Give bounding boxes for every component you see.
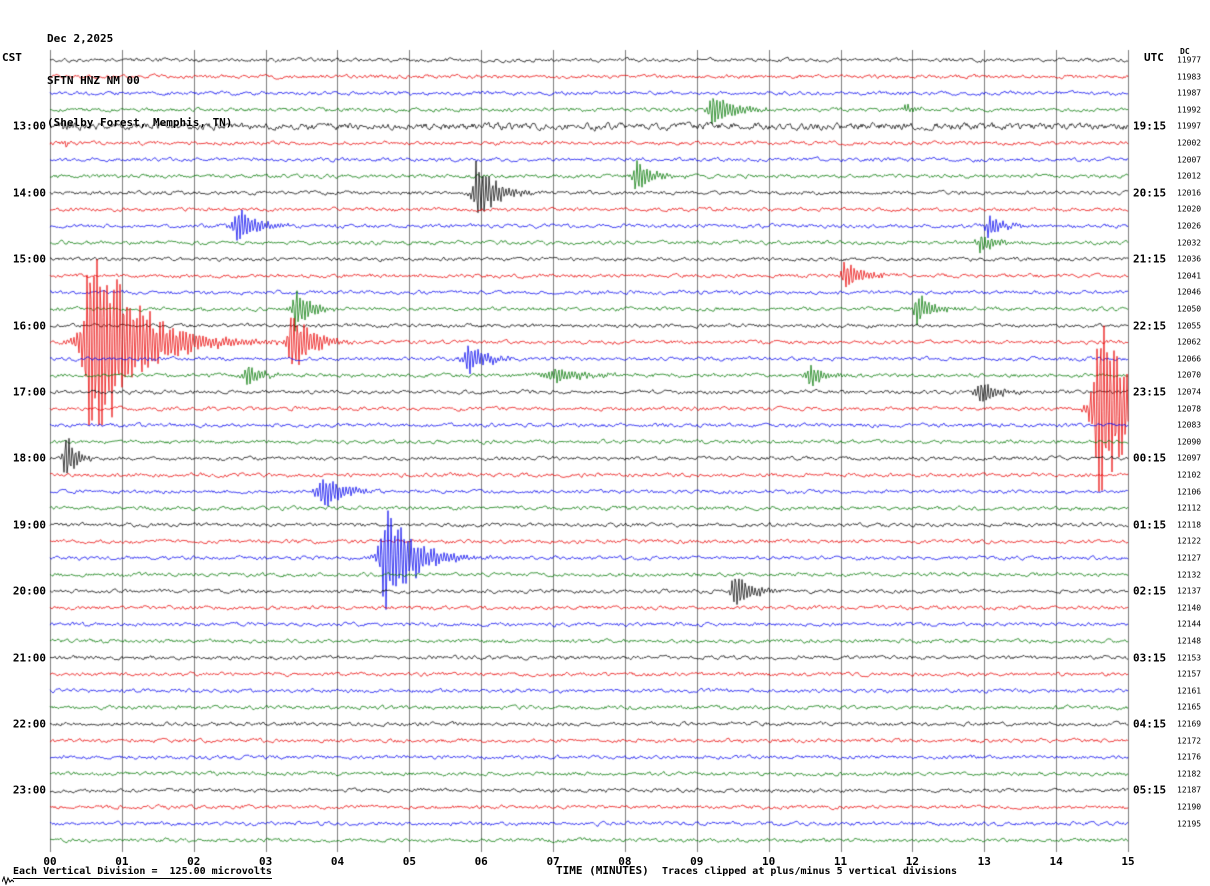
utc-time-label: 20:15: [1133, 186, 1167, 200]
utc-time-label: 19:15: [1133, 119, 1167, 133]
cst-time-label: 13:00: [12, 119, 46, 133]
cst-time-label: 14:00: [12, 186, 46, 200]
dc-value: 12132: [1177, 570, 1202, 580]
dc-value: 12144: [1177, 619, 1202, 629]
dc-value: 12050: [1177, 304, 1202, 314]
utc-time-label: 02:15: [1133, 584, 1167, 598]
dc-value: 12127: [1177, 553, 1202, 563]
cst-time-label: 22:00: [12, 717, 46, 731]
cst-time-label: 23:00: [12, 783, 46, 797]
minute-label: 06: [474, 855, 488, 868]
minute-label: 02: [187, 855, 201, 868]
minute-label: 08: [618, 855, 632, 868]
dc-column-title: DC: [1180, 47, 1190, 56]
minute-label: 04: [330, 855, 345, 868]
minute-label: 03: [258, 855, 273, 868]
dc-value: 12007: [1177, 155, 1202, 165]
minute-label: 01: [115, 855, 129, 868]
dc-value: 12046: [1177, 287, 1202, 297]
dc-value: 12055: [1177, 321, 1202, 331]
dc-value: 12032: [1177, 238, 1202, 248]
minute-label: 09: [690, 855, 704, 868]
dc-value: 12172: [1177, 736, 1202, 746]
minute-label: 13: [977, 855, 991, 868]
dc-value: 11987: [1177, 88, 1202, 98]
dc-value: 12187: [1177, 785, 1202, 795]
dc-value: 11992: [1177, 105, 1202, 115]
utc-time-label: 01:15: [1133, 518, 1167, 532]
scale-marker-icon: [2, 876, 14, 885]
utc-time-label: 05:15: [1133, 783, 1167, 797]
dc-value: 12078: [1177, 404, 1202, 414]
utc-time-label: 22:15: [1133, 319, 1167, 333]
clip-note: Traces clipped at plus/minus 5 vertical …: [662, 866, 958, 877]
dc-value: 12157: [1177, 669, 1202, 679]
header-station-location: (Shelby Forest, Memphis, TN): [47, 116, 233, 129]
dc-value: 12002: [1177, 138, 1202, 148]
dc-value: 12102: [1177, 470, 1202, 480]
cst-time-label: 15:00: [12, 252, 46, 266]
header-station-code: SFTN HNZ NM 00: [47, 74, 140, 87]
cst-time-label: 16:00: [12, 319, 46, 333]
utc-time-label: 03:15: [1133, 651, 1167, 665]
utc-time-label: 00:15: [1133, 451, 1167, 465]
cst-time-label: 18:00: [12, 451, 46, 465]
dc-value: 11983: [1177, 72, 1202, 82]
right-axis-title: UTC: [1144, 51, 1164, 64]
cst-time-label: 19:00: [12, 518, 46, 532]
minute-label: 00: [43, 855, 57, 868]
dc-value: 12036: [1177, 254, 1202, 264]
dc-value: 12190: [1177, 802, 1202, 812]
minute-label: 05: [402, 855, 416, 868]
dc-value: 12062: [1177, 337, 1202, 347]
dc-value: 12148: [1177, 636, 1202, 646]
dc-value: 12169: [1177, 719, 1202, 729]
minute-label: 07: [546, 855, 560, 868]
dc-value: 12112: [1177, 503, 1202, 513]
header: Dec 2,2025 SFTN HNZ NM 00 (Shelby Forest…: [47, 4, 232, 158]
minute-label: 14: [1049, 855, 1063, 868]
dc-value: 12020: [1177, 204, 1202, 214]
dc-value: 12083: [1177, 420, 1202, 430]
dc-value: 12090: [1177, 437, 1202, 447]
utc-time-label: 04:15: [1133, 717, 1167, 731]
dc-value: 12153: [1177, 653, 1202, 663]
dc-value: 12070: [1177, 370, 1202, 380]
left-axis-title: CST: [2, 51, 22, 64]
x-axis-title: TIME (MINUTES): [556, 864, 649, 877]
scale-note: Each Vertical Division = 125.00 microvol…: [13, 866, 272, 879]
dc-value: 12137: [1177, 586, 1202, 596]
cst-time-label: 20:00: [12, 584, 46, 598]
dc-value: 11997: [1177, 121, 1202, 131]
minute-label: 12: [905, 855, 920, 868]
dc-value: 12165: [1177, 702, 1202, 712]
minute-label: 15: [1121, 855, 1135, 868]
dc-value: 12140: [1177, 603, 1202, 613]
utc-time-label: 21:15: [1133, 252, 1167, 266]
dc-value: 12118: [1177, 520, 1202, 530]
dc-value: 12182: [1177, 769, 1202, 779]
dc-value: 12195: [1177, 819, 1202, 829]
minute-label: 11: [833, 855, 848, 868]
header-date: Dec 2,2025: [47, 32, 114, 45]
dc-value: 12016: [1177, 188, 1202, 198]
dc-value: 12074: [1177, 387, 1202, 397]
dc-value: 12066: [1177, 354, 1202, 364]
dc-value: 12122: [1177, 536, 1202, 546]
cst-time-label: 17:00: [12, 385, 46, 399]
dc-value: 12106: [1177, 487, 1202, 497]
dc-value: 12012: [1177, 171, 1202, 181]
dc-value: 12161: [1177, 686, 1202, 696]
minute-label: 10: [762, 855, 776, 868]
dc-value: 12176: [1177, 752, 1202, 762]
cst-time-label: 21:00: [12, 651, 46, 665]
utc-time-label: 23:15: [1133, 385, 1167, 399]
dc-value: 11977: [1177, 55, 1202, 65]
dc-value: 12041: [1177, 271, 1202, 281]
dc-value: 12026: [1177, 221, 1202, 231]
dc-value: 12097: [1177, 453, 1202, 463]
